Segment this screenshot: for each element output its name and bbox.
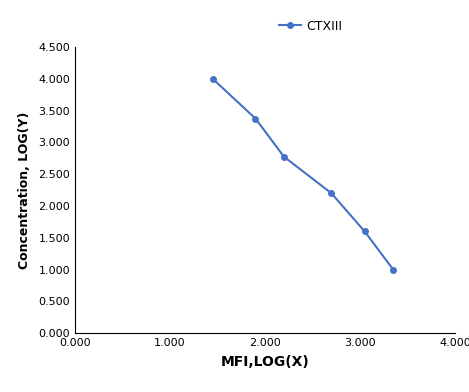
CTXIII: [210, 76, 216, 81]
CTXIII: [329, 191, 334, 196]
Y-axis label: Concentration, LOG(Y): Concentration, LOG(Y): [18, 111, 31, 269]
Legend: CTXIII: CTXIII: [275, 16, 346, 36]
CTXIII: [281, 154, 287, 159]
CTXIII: [253, 116, 258, 121]
X-axis label: MFI,LOG(X): MFI,LOG(X): [220, 355, 310, 369]
CTXIII: [362, 229, 368, 234]
CTXIII: [390, 267, 396, 272]
Line: CTXIII: CTXIII: [210, 76, 396, 272]
